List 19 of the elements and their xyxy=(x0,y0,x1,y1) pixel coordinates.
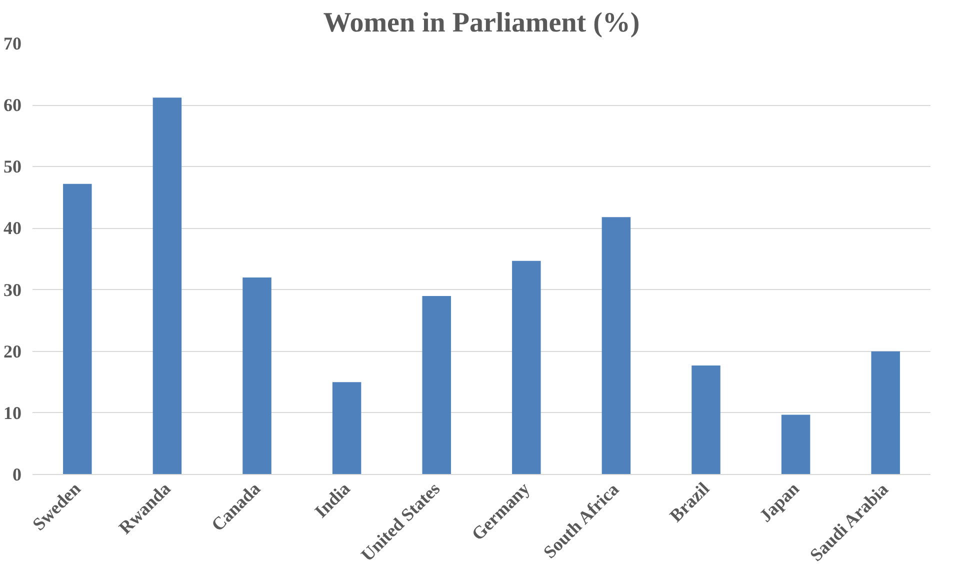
y-tick-label: 20 xyxy=(4,341,22,362)
bar xyxy=(152,98,182,474)
bar xyxy=(692,366,720,474)
y-tick-label: 60 xyxy=(4,95,22,116)
bar xyxy=(512,260,541,474)
bar xyxy=(781,414,810,474)
bar xyxy=(242,277,272,474)
y-tick-label: 70 xyxy=(4,34,22,54)
bar xyxy=(602,217,631,474)
y-tick-label: 0 xyxy=(12,464,22,484)
chart-title: Women in Parliament (%) xyxy=(323,8,640,38)
y-tick-label: 50 xyxy=(4,156,22,177)
bar xyxy=(871,351,900,474)
bar xyxy=(63,184,92,474)
y-tick-label: 40 xyxy=(4,218,22,238)
bar xyxy=(422,296,451,474)
bar xyxy=(332,382,362,474)
y-tick-label: 10 xyxy=(4,402,22,423)
y-tick-label: 30 xyxy=(4,280,22,300)
